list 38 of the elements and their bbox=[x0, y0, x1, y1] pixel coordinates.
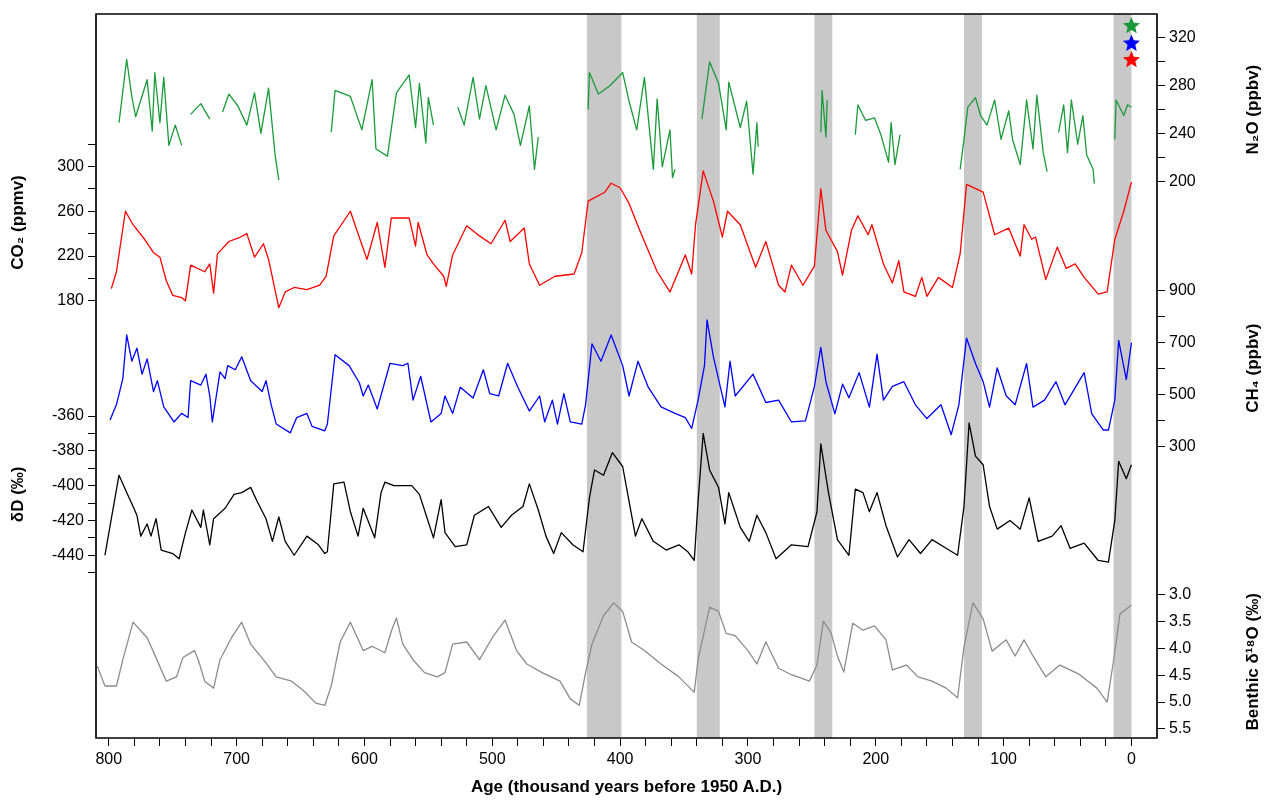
y2-tick-label: 320 bbox=[1169, 28, 1196, 46]
y-tick-label: -420 bbox=[51, 510, 85, 528]
y3-axis-title: CH₄ (ppbv) bbox=[1242, 323, 1262, 413]
y-tick-label: 220 bbox=[57, 246, 85, 264]
y-axis-title: δD (‰) bbox=[7, 466, 27, 523]
x-tick-label: 300 bbox=[734, 750, 762, 768]
y-tick-label: -440 bbox=[51, 545, 85, 563]
x-tick-label: 600 bbox=[351, 750, 378, 768]
y-tick-label: -380 bbox=[51, 441, 85, 459]
x-tick-label: 800 bbox=[95, 750, 123, 768]
y3-tick-label: 300 bbox=[1169, 436, 1196, 454]
x-tick-label: 100 bbox=[990, 750, 1018, 768]
y2-tick-label: 4.0 bbox=[1169, 638, 1192, 656]
y3-tick-label: 700 bbox=[1169, 332, 1196, 350]
y-tick-label: 180 bbox=[57, 291, 85, 309]
y-tick-label: -360 bbox=[51, 406, 85, 424]
y2-tick-label: 4.5 bbox=[1169, 665, 1192, 683]
y2-tick-label: 5.0 bbox=[1169, 692, 1192, 710]
x-axis-title: Age (thousand years before 1950 A.D.) bbox=[470, 777, 783, 797]
x-tick-label: 0 bbox=[1126, 750, 1136, 768]
y2-tick-label: 240 bbox=[1169, 123, 1196, 141]
y3-tick-label: 900 bbox=[1169, 280, 1196, 298]
y3-tick-label: 500 bbox=[1169, 384, 1196, 402]
y-axis-title: CO₂ (ppmv) bbox=[7, 175, 27, 270]
y2-axis-title: N₂O (ppbv) bbox=[1242, 64, 1262, 155]
y-tick-label: 260 bbox=[57, 201, 85, 219]
x-tick-label: 200 bbox=[862, 750, 890, 768]
y2-tick-label: 280 bbox=[1169, 76, 1196, 94]
y-tick-label: -400 bbox=[51, 476, 85, 494]
x-tick-label: 700 bbox=[223, 750, 251, 768]
y2-tick-label: 5.5 bbox=[1169, 719, 1192, 737]
x-tick-label: 400 bbox=[606, 750, 634, 768]
y2-tick-label: 3.0 bbox=[1169, 585, 1192, 603]
y2-tick-label: 200 bbox=[1169, 171, 1196, 189]
y2-axis-title: Benthic δ¹⁸O (‰) bbox=[1242, 593, 1262, 731]
y-tick-label: 300 bbox=[57, 156, 85, 174]
x-tick-label: 500 bbox=[478, 750, 506, 768]
y2-tick-label: 3.5 bbox=[1169, 612, 1192, 630]
